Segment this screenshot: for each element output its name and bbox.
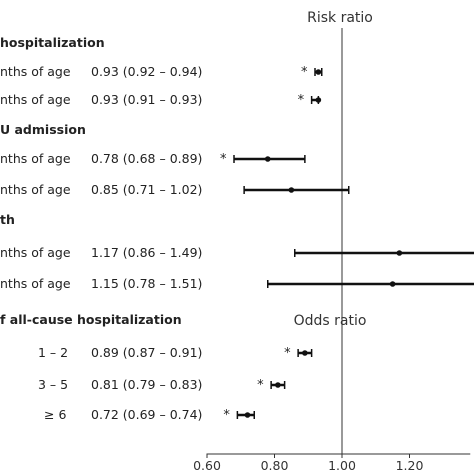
row-estimate-ci: 0.72 (0.69 – 0.74) <box>91 407 202 422</box>
row-estimate-ci: 0.93 (0.91 – 0.93) <box>91 92 202 107</box>
point-estimate <box>315 69 322 75</box>
significance-star: * <box>223 408 230 423</box>
x-tick-label: 0.60 <box>193 458 221 473</box>
row-label: nths of age <box>0 151 71 166</box>
x-tick-label: 1.20 <box>396 458 424 473</box>
row-estimate-ci: 0.81 (0.79 – 0.83) <box>91 377 202 392</box>
row-label: 3 – 5 <box>38 377 68 392</box>
group-header: hospitalization <box>0 35 105 50</box>
row-label: nths of age <box>0 64 71 79</box>
group-header: f all-cause hospitalization <box>0 312 182 327</box>
point-estimate <box>275 382 281 388</box>
group-header: U admission <box>0 122 86 137</box>
group-header: th <box>0 212 15 227</box>
row-label: nths of age <box>0 276 71 291</box>
x-tick-label: 0.80 <box>261 458 289 473</box>
significance-star: * <box>284 346 291 361</box>
row-estimate-ci: 0.89 (0.87 – 0.91) <box>91 345 202 360</box>
significance-star: * <box>220 152 227 167</box>
row-label: nths of age <box>0 92 71 107</box>
row-estimate-ci: 0.78 (0.68 – 0.89) <box>91 151 202 166</box>
row-estimate-ci: 0.85 (0.71 – 1.02) <box>91 182 202 197</box>
point-estimate <box>264 156 271 162</box>
row-estimate-ci: 1.17 (0.86 – 1.49) <box>91 245 202 260</box>
significance-star: * <box>257 378 264 393</box>
forest-rows: hospitalization nths of age 0.93 (0.92 – 0… <box>0 35 474 423</box>
row-label: ≥ 6 <box>44 407 66 422</box>
point-estimate <box>302 350 308 356</box>
point-estimate <box>288 187 295 193</box>
row-estimate-ci: 1.15 (0.78 – 1.51) <box>91 276 202 291</box>
significance-star: * <box>301 65 308 80</box>
row-label: nths of age <box>0 245 71 260</box>
row-label: 1 – 2 <box>38 345 68 360</box>
row-estimate-ci: 0.93 (0.92 – 0.94) <box>91 64 202 79</box>
significance-star: * <box>298 93 305 108</box>
x-axis: 0.60 0.80 1.00 1.20 <box>193 28 471 473</box>
point-estimate <box>396 250 403 256</box>
point-estimate <box>315 97 322 103</box>
point-estimate <box>389 281 396 287</box>
odds-ratio-title: Odds ratio <box>294 313 367 329</box>
x-tick-label: 1.00 <box>328 458 356 473</box>
risk-ratio-title: Risk ratio <box>307 10 373 26</box>
point-estimate <box>244 412 251 418</box>
row-label: nths of age <box>0 182 71 197</box>
